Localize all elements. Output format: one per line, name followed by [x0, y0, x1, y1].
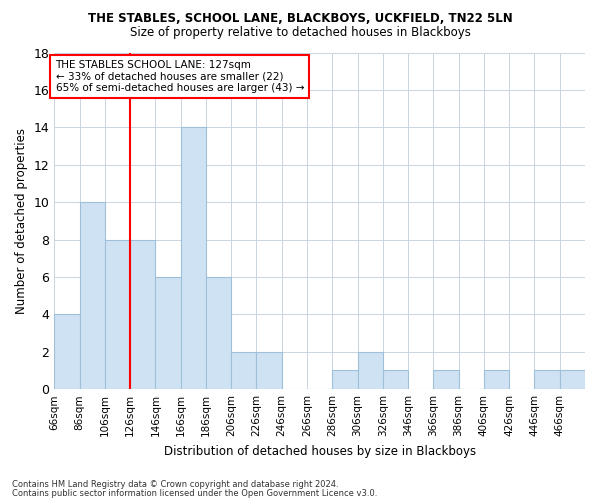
- Bar: [206, 277, 231, 389]
- Bar: [181, 128, 206, 389]
- Text: Contains public sector information licensed under the Open Government Licence v3: Contains public sector information licen…: [12, 488, 377, 498]
- Bar: [383, 370, 408, 389]
- Bar: [484, 370, 509, 389]
- Text: Contains HM Land Registry data © Crown copyright and database right 2024.: Contains HM Land Registry data © Crown c…: [12, 480, 338, 489]
- Bar: [256, 352, 282, 389]
- Bar: [332, 370, 358, 389]
- Bar: [155, 277, 181, 389]
- Bar: [80, 202, 105, 389]
- Bar: [105, 240, 130, 389]
- Bar: [433, 370, 458, 389]
- Bar: [535, 370, 560, 389]
- Text: Size of property relative to detached houses in Blackboys: Size of property relative to detached ho…: [130, 26, 470, 39]
- Bar: [231, 352, 256, 389]
- Text: THE STABLES, SCHOOL LANE, BLACKBOYS, UCKFIELD, TN22 5LN: THE STABLES, SCHOOL LANE, BLACKBOYS, UCK…: [88, 12, 512, 26]
- Bar: [358, 352, 383, 389]
- Bar: [560, 370, 585, 389]
- Text: THE STABLES SCHOOL LANE: 127sqm
← 33% of detached houses are smaller (22)
65% of: THE STABLES SCHOOL LANE: 127sqm ← 33% of…: [56, 60, 304, 93]
- Y-axis label: Number of detached properties: Number of detached properties: [15, 128, 28, 314]
- Bar: [130, 240, 155, 389]
- Bar: [54, 314, 80, 389]
- X-axis label: Distribution of detached houses by size in Blackboys: Distribution of detached houses by size …: [164, 444, 476, 458]
